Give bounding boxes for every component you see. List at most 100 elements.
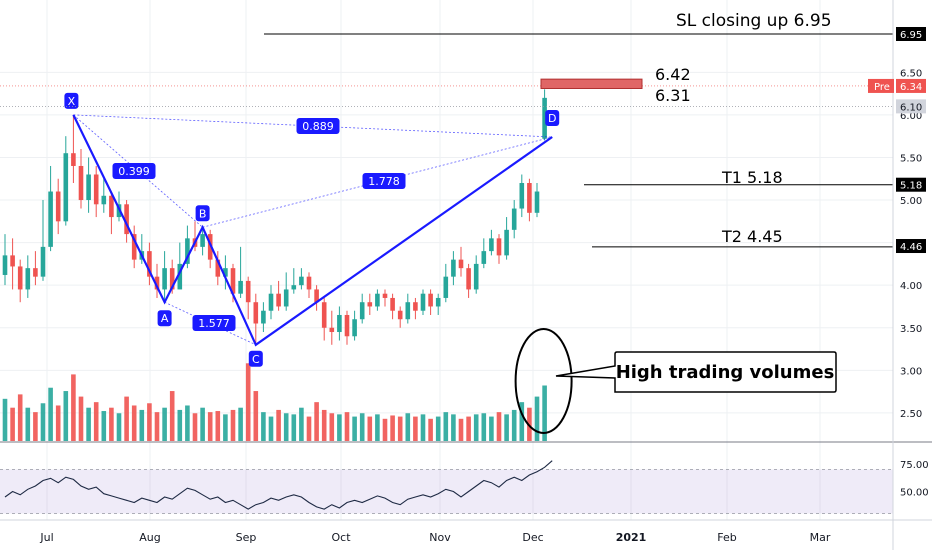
ratio-badge	[362, 173, 406, 189]
volume-bar	[511, 409, 517, 441]
candle-body	[291, 285, 297, 290]
price-tag[interactable]	[896, 177, 926, 192]
volume-bar	[154, 412, 160, 441]
price-tag[interactable]	[896, 27, 926, 41]
price-tag-label[interactable]: 4.46	[900, 242, 922, 253]
candle-body	[337, 314, 342, 333]
price-tick[interactable]: 4.00	[900, 281, 922, 292]
price-tag-label[interactable]: 6.34	[900, 82, 922, 93]
price-tick[interactable]: 5.00	[900, 196, 922, 207]
candle-body	[321, 302, 327, 328]
candle-body	[428, 293, 433, 307]
price-tag-prefix[interactable]	[868, 78, 894, 93]
time-tick[interactable]: Aug	[139, 531, 160, 544]
candle-body	[329, 327, 335, 333]
volume-bar	[291, 414, 297, 441]
point-label: X	[68, 95, 76, 108]
volume-bar	[48, 387, 53, 441]
volume-bar	[63, 391, 69, 441]
price-tag-prefix-label[interactable]: Pre	[874, 82, 890, 93]
candle-body	[245, 280, 251, 303]
time-tick[interactable]: 2021	[616, 531, 647, 544]
time-tick[interactable]: Dec	[522, 531, 543, 544]
candle-body	[504, 229, 509, 256]
time-tick[interactable]: Nov	[429, 531, 451, 544]
volume-bar	[230, 409, 236, 441]
price-tick[interactable]: 3.00	[900, 366, 922, 377]
time-tick[interactable]: Mar	[810, 531, 831, 544]
price-tag-label[interactable]: 5.18	[900, 181, 922, 192]
candle-body	[397, 310, 403, 320]
callout-label: High trading volumes	[616, 362, 835, 383]
candle-body	[253, 302, 259, 324]
candle-body	[131, 234, 137, 260]
volume-bar	[253, 391, 259, 441]
volume-bar	[443, 412, 449, 441]
ratio-badge	[296, 118, 340, 134]
ratio-label: 0.399	[118, 165, 150, 178]
volume-bar	[390, 415, 395, 441]
candle-body	[382, 293, 388, 298]
candle-body	[78, 165, 84, 201]
volume-bar	[306, 416, 312, 441]
price-tag[interactable]	[896, 78, 926, 93]
candle-body	[207, 234, 213, 260]
candle-body	[489, 238, 494, 252]
price-tag[interactable]	[896, 99, 926, 114]
volume-bar	[139, 409, 145, 441]
volume-bar	[2, 398, 8, 441]
price-tick[interactable]: 6.00	[900, 111, 922, 122]
time-tick[interactable]: Feb	[717, 531, 736, 544]
price-tag-label[interactable]: 6.10	[900, 102, 922, 113]
entry-zone	[540, 78, 643, 89]
price-axis[interactable]: 2.503.003.504.004.505.005.506.006.506.95…	[868, 0, 929, 550]
volume-bar	[40, 403, 46, 441]
candle-body	[86, 174, 91, 201]
time-tick[interactable]: Sep	[236, 531, 257, 544]
candle-body	[511, 208, 517, 230]
candle-body	[375, 293, 380, 307]
volume-bar	[504, 414, 509, 441]
volume-bar	[147, 403, 152, 441]
candle-body	[2, 255, 8, 275]
volume-bars	[2, 363, 547, 441]
rsi-tick[interactable]: 75.00	[900, 460, 929, 471]
volume-bar	[78, 396, 84, 441]
point-badge	[545, 110, 560, 127]
price-tick[interactable]: 3.50	[900, 324, 922, 335]
volume-highlight-ellipse	[514, 328, 573, 434]
volume-bar	[283, 413, 289, 441]
candle-body	[534, 191, 540, 213]
price-tag[interactable]	[896, 239, 926, 254]
rsi-tick[interactable]: 50.00	[900, 488, 929, 499]
volume-bar	[177, 409, 183, 441]
price-tick[interactable]: 5.50	[900, 153, 922, 164]
point-label: A	[161, 312, 169, 325]
candle-body	[55, 191, 61, 222]
time-tick[interactable]: Jul	[39, 531, 53, 544]
price-tag-label[interactable]: 6.95	[900, 30, 922, 41]
candle-body	[405, 302, 411, 320]
candle-body	[147, 251, 152, 277]
candle-body	[109, 195, 114, 218]
harmonic-pattern: 0.399 1.577 1.778 0.889 X A B C D	[64, 92, 560, 367]
sl-label: SL closing up 6.95	[676, 11, 832, 31]
volume-bar	[207, 412, 213, 441]
time-axis[interactable]: Jul Aug Sep Oct Nov Dec 2021 Feb Mar	[39, 531, 830, 544]
candle-body	[10, 255, 15, 267]
point-badge	[64, 92, 79, 109]
candle-body	[48, 191, 53, 247]
candle-body	[299, 276, 304, 286]
candle-body	[200, 234, 205, 247]
time-tick[interactable]: Oct	[331, 531, 351, 544]
price-tick[interactable]: 6.50	[900, 68, 922, 79]
candle-body	[435, 297, 441, 307]
point-label: B	[199, 207, 207, 220]
point-label: D	[548, 112, 556, 125]
price-tick[interactable]: 2.50	[900, 409, 922, 420]
volume-bar	[496, 412, 502, 441]
volume-bar	[397, 416, 403, 441]
volume-bar	[382, 418, 388, 441]
volume-bar	[337, 414, 342, 441]
candle-body	[359, 302, 365, 320]
